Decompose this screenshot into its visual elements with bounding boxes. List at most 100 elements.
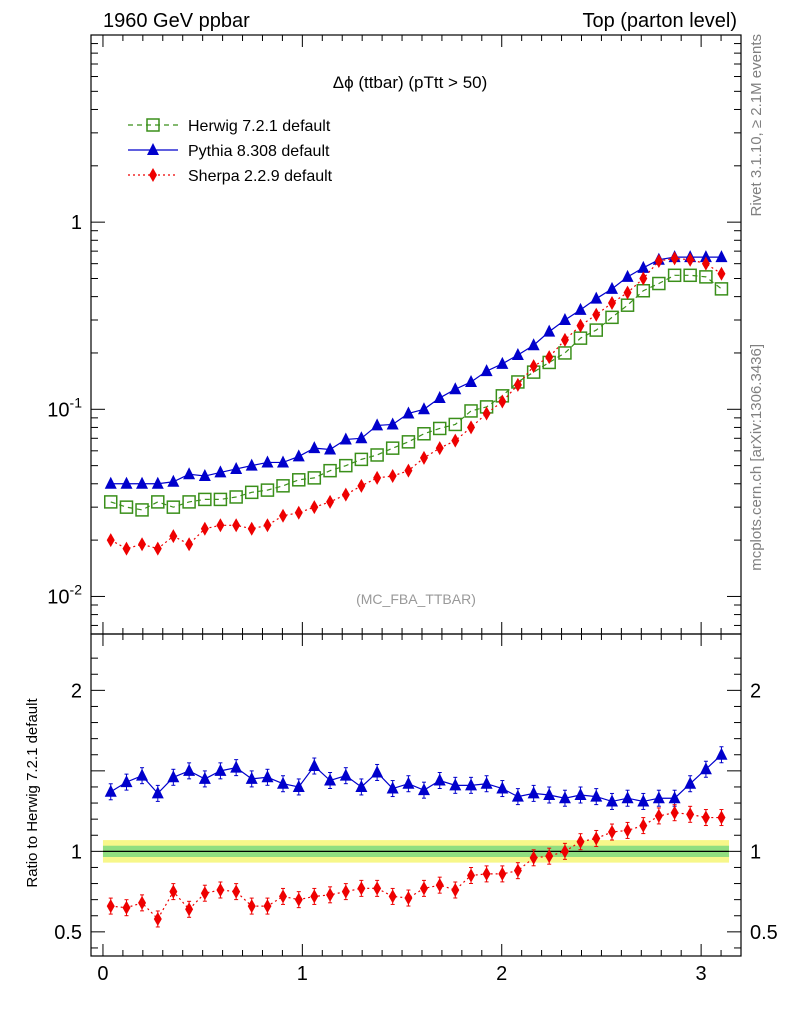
sherpa-marker: [592, 307, 601, 322]
sherpa-marker: [670, 251, 679, 266]
sherpa-marker: [388, 889, 397, 904]
legend: Herwig 7.2.1 default Pythia 8.308 default…: [128, 118, 333, 185]
herwig-marker: [119, 500, 134, 514]
herwig-marker: [432, 421, 447, 436]
pythia-marker: [715, 747, 728, 760]
sherpa-marker: [279, 889, 288, 904]
sherpa-marker: [419, 881, 428, 896]
sherpa-marker: [467, 420, 476, 435]
pythia-marker: [527, 338, 540, 351]
y-tick-label-right: 0.5: [750, 922, 778, 944]
sherpa-marker: [247, 521, 256, 536]
herwig-marker: [370, 448, 384, 462]
pythia-marker: [590, 291, 603, 304]
herwig-marker: [260, 483, 275, 497]
sherpa-marker: [200, 886, 209, 901]
sherpa-marker: [435, 878, 444, 893]
herwig-marker: [323, 463, 337, 478]
legend-label: Herwig 7.2.1 default: [188, 118, 331, 135]
herwig-marker: [292, 473, 306, 487]
pythia-marker: [511, 789, 524, 802]
pythia-marker: [637, 260, 650, 273]
pythia-marker: [245, 771, 258, 784]
pythia-marker: [292, 449, 305, 462]
pythia-marker: [198, 469, 211, 482]
pythia-marker: [402, 776, 415, 789]
sherpa-marker: [686, 807, 695, 822]
collision-energy-label: 1960 GeV ppbar: [103, 10, 250, 32]
sherpa-marker: [326, 887, 335, 902]
sherpa-marker: [607, 825, 616, 840]
sherpa-marker: [169, 884, 178, 899]
y-tick-label-right: 1: [750, 841, 761, 863]
pythia-marker: [308, 759, 321, 772]
sherpa-marker: [701, 256, 710, 271]
main-series-group: [103, 250, 729, 556]
pythia-marker: [261, 455, 274, 468]
sherpa-marker: [357, 881, 366, 896]
ratio-axes: 0 1 2 3 0.5 0.5 1 1 2 2: [54, 634, 778, 985]
herwig-marker: [589, 323, 603, 337]
sherpa-marker: [639, 818, 648, 833]
sherpa-marker: [482, 866, 491, 881]
pythia-marker: [147, 143, 159, 155]
y-tick-label: 1: [71, 212, 82, 234]
sherpa-marker: [263, 899, 272, 914]
y-tick-label-right: 2: [750, 680, 761, 702]
pythia-marker: [590, 789, 603, 802]
sherpa-marker: [263, 518, 272, 533]
herwig-marker: [683, 268, 697, 283]
pythia-marker: [496, 356, 509, 369]
sherpa-marker: [451, 433, 460, 448]
sherpa-marker: [185, 537, 194, 552]
herwig-marker: [385, 441, 400, 455]
series-line: [110, 812, 722, 920]
herwig-marker: [151, 495, 165, 509]
x-tick-label: 1: [297, 963, 308, 985]
sherpa-marker: [200, 521, 209, 536]
sherpa-marker: [404, 891, 413, 906]
pythia-marker: [637, 794, 650, 807]
pythia-marker: [198, 771, 211, 784]
pythia-marker: [480, 364, 493, 377]
sherpa-marker: [529, 850, 538, 865]
series-line: [110, 257, 722, 550]
herwig-marker: [182, 495, 196, 509]
sherpa-marker: [341, 884, 350, 899]
herwig-marker: [166, 500, 181, 514]
sherpa-marker: [138, 537, 147, 552]
sherpa-marker: [106, 533, 115, 548]
herwig-marker: [339, 458, 353, 473]
pythia-marker: [245, 458, 258, 471]
pythia-marker: [699, 762, 712, 775]
pythia-marker: [277, 455, 290, 468]
y-tick-label: 0.5: [54, 922, 82, 944]
herwig-marker: [198, 492, 212, 507]
sherpa-marker: [623, 285, 632, 300]
pythia-marker: [605, 794, 618, 807]
y-tick-label: 2: [71, 680, 82, 702]
pythia-marker: [402, 406, 415, 419]
sherpa-marker: [576, 318, 585, 333]
pythia-marker: [449, 778, 462, 791]
pythia-marker: [136, 768, 149, 781]
pythia-marker: [699, 250, 712, 263]
pythia-marker: [167, 474, 180, 487]
sherpa-marker: [670, 805, 679, 820]
y-tick-label: 1: [71, 841, 82, 863]
pythia-marker: [339, 768, 352, 781]
pythia-marker: [104, 784, 117, 797]
x-tick-label: 0: [97, 963, 108, 985]
pythia-marker: [480, 776, 493, 789]
pythia-marker: [621, 791, 634, 804]
pythia-marker: [292, 779, 305, 792]
pythia-marker: [261, 770, 274, 783]
pythia-marker: [449, 382, 462, 395]
ratio-panel-frame: [90, 633, 742, 957]
sherpa-marker: [513, 863, 522, 878]
sherpa-marker: [498, 394, 507, 409]
pythia-marker: [355, 779, 368, 792]
sherpa-marker: [592, 831, 601, 846]
sherpa-marker: [341, 487, 350, 502]
sherpa-marker: [153, 911, 162, 926]
